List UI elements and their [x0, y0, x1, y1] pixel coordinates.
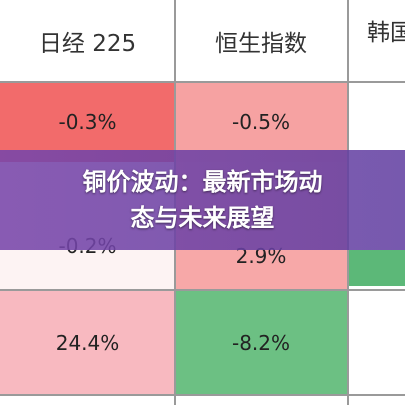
table-cell: -0.3%: [0, 82, 175, 162]
title-banner: 铜价波动：最新市场动 态与未来展望: [0, 150, 405, 250]
table-cell: 24.4%: [0, 290, 175, 395]
table-cell: -0.5%: [175, 82, 347, 162]
cell-fill: [349, 250, 405, 286]
title-line: 铜价波动：最新市场动: [82, 168, 323, 196]
grid-line: [0, 81, 405, 83]
column-header: 日经 225: [38, 31, 137, 57]
title-line: 态与未来展望: [130, 204, 275, 232]
grid-line: [0, 289, 405, 291]
column-header: 韩国: [367, 20, 405, 46]
table-cell: -8.2%: [175, 290, 347, 395]
column-header: 恒生指数: [215, 31, 307, 57]
grid-line: [0, 394, 405, 396]
